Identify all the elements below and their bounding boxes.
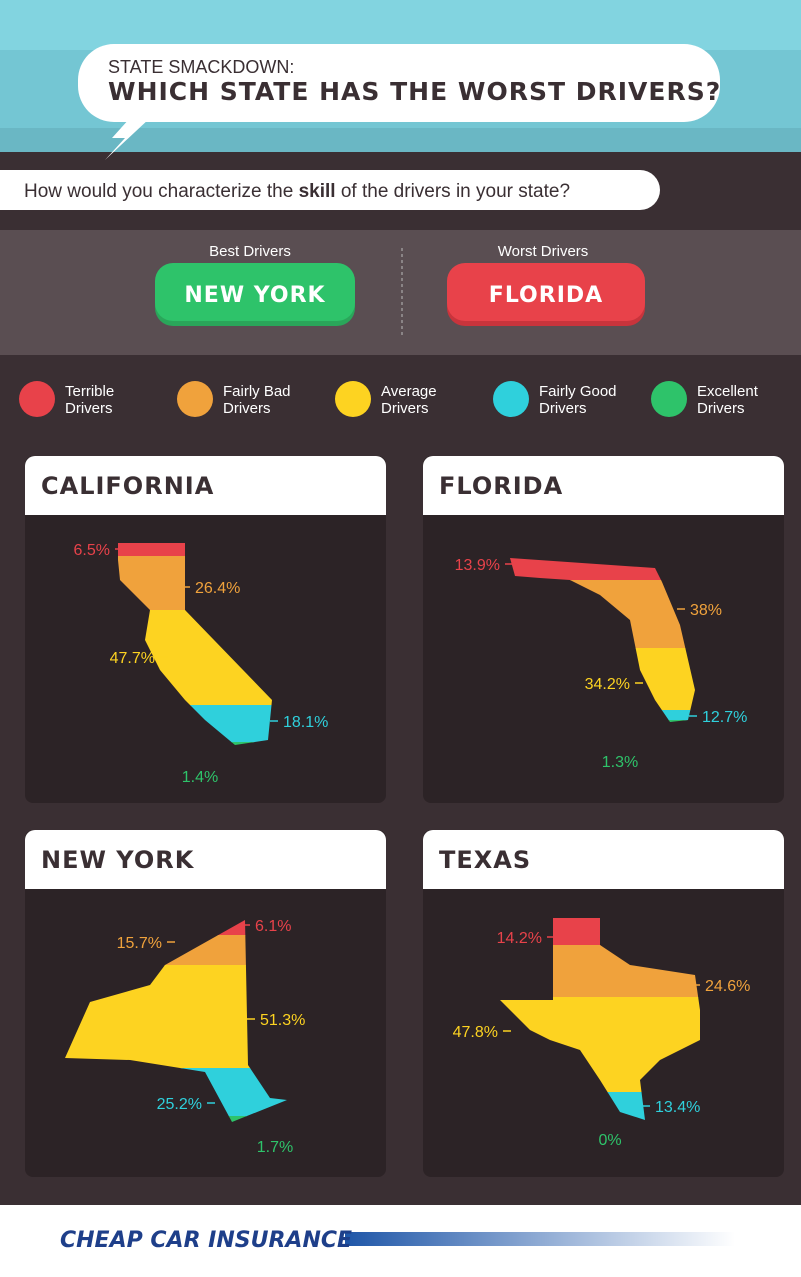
percent-label: 47.8%	[453, 1024, 498, 1041]
percent-label: 0%	[598, 1132, 621, 1149]
panel-title: NEW YORK	[41, 846, 195, 874]
percent-label: 6.1%	[255, 918, 291, 935]
panel-header	[423, 830, 784, 889]
percent-label: 24.6%	[705, 978, 750, 995]
legend-swatch	[493, 381, 529, 417]
worst-state: FLORIDA	[489, 283, 603, 308]
legend-swatch	[177, 381, 213, 417]
percent-label: 14.2%	[497, 930, 542, 947]
percent-label: 25.2%	[157, 1096, 202, 1113]
question: How would you characterize the skill of …	[24, 181, 570, 202]
percent-label: 1.3%	[602, 754, 638, 771]
verdict-band	[0, 230, 801, 355]
legend-label: Drivers	[539, 400, 587, 417]
percent-label: 12.7%	[702, 709, 747, 726]
percent-label: 51.3%	[260, 1012, 305, 1029]
percent-label: 47.7%	[110, 650, 155, 667]
percent-label: 1.7%	[257, 1139, 293, 1156]
kicker: STATE SMACKDOWN:	[108, 57, 294, 77]
percent-label: 15.7%	[117, 935, 162, 952]
percent-label: 1.4%	[182, 769, 218, 786]
legend-label: Excellent	[697, 383, 759, 400]
legend-label: Fairly Good	[539, 383, 617, 400]
question-text: of the drivers in your state?	[336, 181, 570, 202]
legend-label: Drivers	[65, 400, 113, 417]
legend-swatch	[19, 381, 55, 417]
percent-label: 26.4%	[195, 580, 240, 597]
legend-label: Fairly Bad	[223, 383, 291, 400]
panel-title: CALIFORNIA	[41, 472, 214, 500]
percent-label: 34.2%	[585, 676, 630, 693]
panel	[25, 456, 386, 803]
bolt	[105, 118, 150, 160]
title: WHICH STATE HAS THE WORST DRIVERS?	[108, 77, 721, 106]
percent-label: 18.1%	[283, 714, 328, 731]
panel-header	[25, 456, 386, 515]
panel-title: FLORIDA	[439, 472, 563, 500]
logo-stripe	[345, 1232, 735, 1246]
legend-label: Drivers	[381, 400, 429, 417]
question-bold: skill	[299, 181, 336, 202]
legend-label: Drivers	[223, 400, 271, 417]
legend-label: Average	[381, 383, 437, 400]
worst-button	[447, 263, 645, 321]
best-state: NEW YORK	[184, 283, 325, 308]
question-text: How would you characterize the	[24, 181, 299, 202]
panel-header	[25, 830, 386, 889]
legend-label: Terrible	[65, 383, 114, 400]
panel-title: TEXAS	[439, 846, 531, 874]
panel-header	[423, 456, 784, 515]
best-button	[155, 263, 355, 321]
question-bar	[0, 170, 660, 210]
legend-swatch	[651, 381, 687, 417]
percent-label: 6.5%	[74, 542, 110, 559]
worst-label: Worst Drivers	[498, 243, 589, 260]
legend-label: Drivers	[697, 400, 745, 417]
logo: CHEAP CAR INSURANCE	[60, 1228, 352, 1253]
percent-label: 13.9%	[455, 557, 500, 574]
legend-swatch	[335, 381, 371, 417]
speech-bubble	[78, 44, 720, 122]
percent-label: 13.4%	[655, 1099, 700, 1116]
best-label: Best Drivers	[209, 243, 291, 260]
percent-label: 38%	[690, 602, 722, 619]
